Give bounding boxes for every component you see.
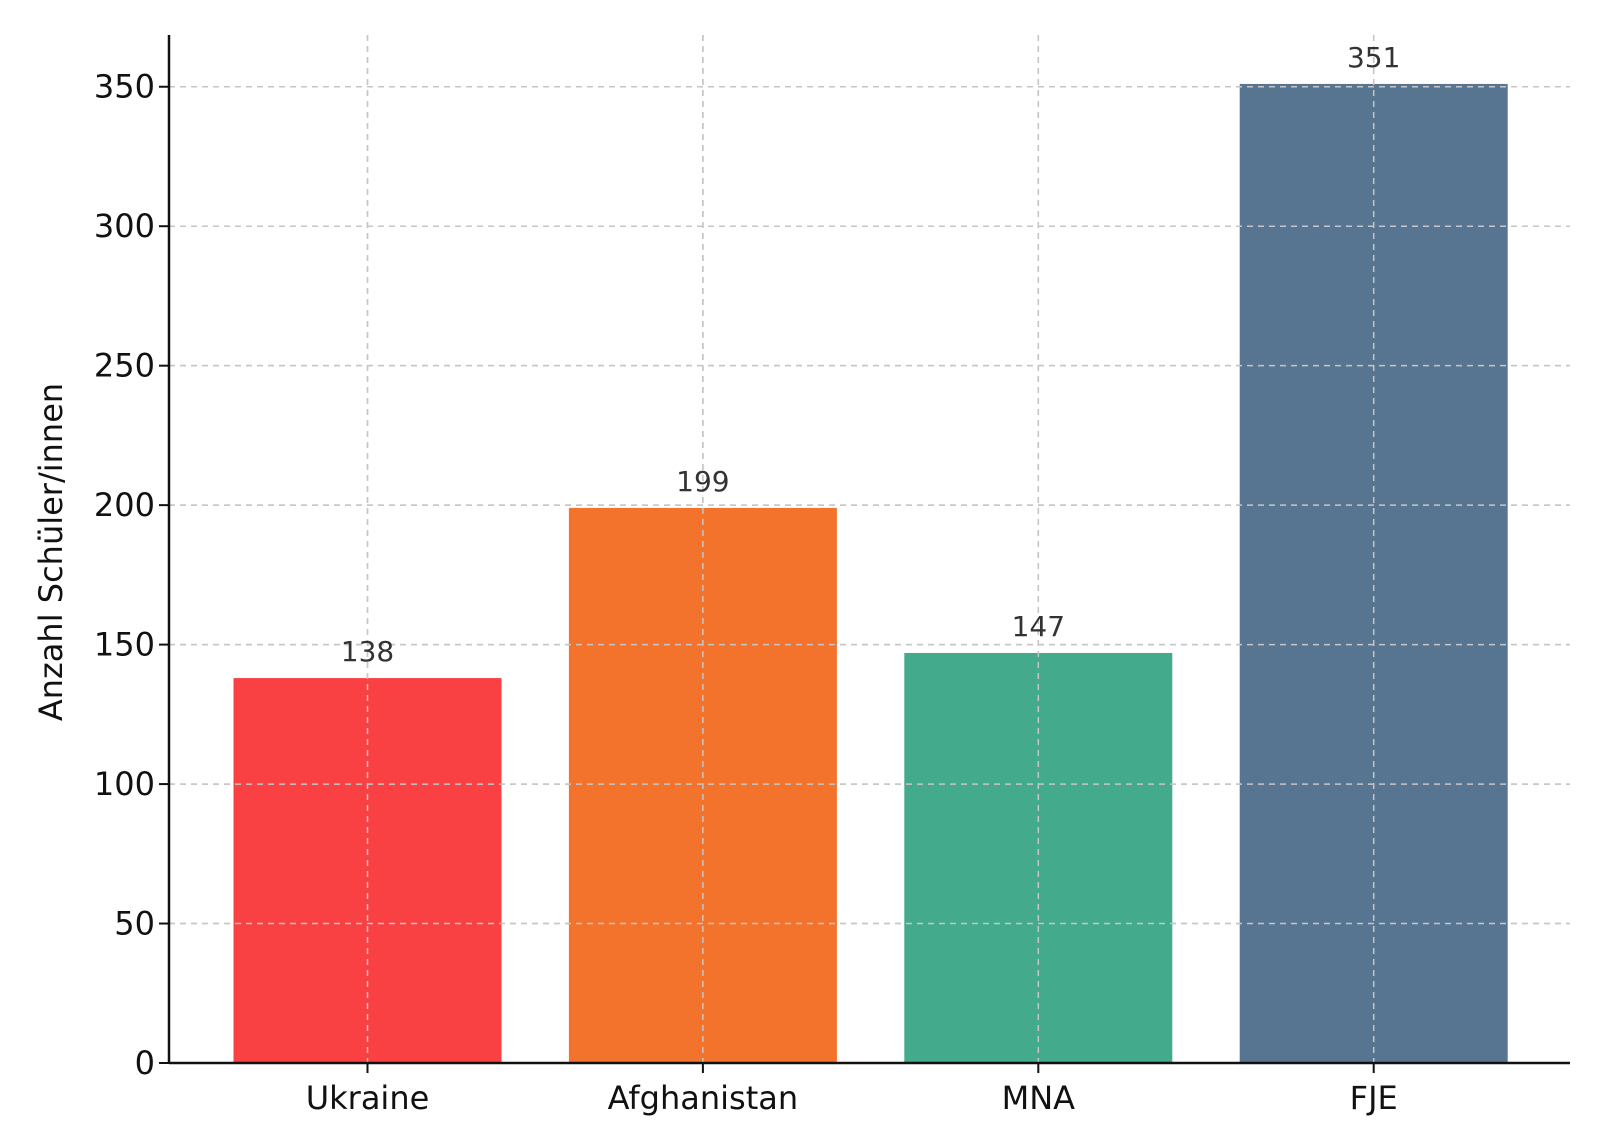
y-tick-label: 100	[94, 765, 155, 803]
x-tick-label: FJE	[1350, 1079, 1398, 1117]
y-axis-title: Anzahl Schüler/innen	[32, 383, 70, 721]
labels: 0 50 100 150 200 250 300 350 138 199 147 351 Ukraine…	[94, 41, 1401, 1117]
bar-mna	[904, 652, 1173, 1063]
x-tick-label: Ukraine	[306, 1079, 430, 1117]
y-tick-label: 250	[94, 347, 155, 385]
y-tick-label: 150	[94, 626, 155, 664]
y-tick-label: 350	[94, 68, 155, 106]
bars	[169, 35, 1570, 1064]
bar-value-label: 147	[1012, 610, 1065, 643]
y-tick-label: 200	[94, 486, 155, 524]
bar-value-label: 138	[341, 635, 394, 668]
bar-value-label: 351	[1347, 41, 1400, 74]
y-tick-label: 50	[114, 905, 155, 943]
x-tick-label: Afghanistan	[608, 1079, 799, 1117]
y-tick-label: 300	[94, 207, 155, 245]
x-tick-label: MNA	[1002, 1079, 1076, 1117]
y-tick-label: 0	[135, 1044, 155, 1082]
bar-value-label: 199	[676, 465, 729, 498]
axes	[159, 35, 1570, 1073]
